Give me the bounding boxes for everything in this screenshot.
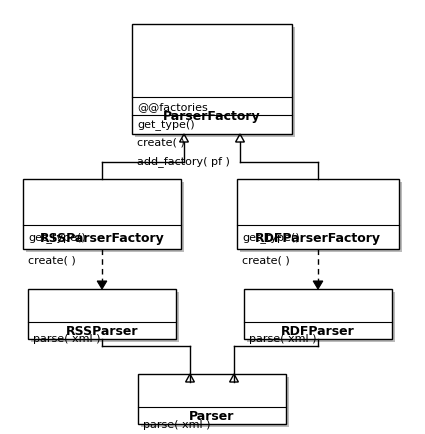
Bar (141, 377, 289, 427)
Text: parse( xml ): parse( xml ) (143, 418, 210, 428)
Bar (138, 374, 286, 424)
Bar (28, 289, 176, 339)
Text: create( ): create( ) (137, 138, 185, 148)
Text: create( ): create( ) (242, 255, 290, 265)
Text: ParserFactory: ParserFactory (163, 109, 261, 122)
Text: get_type(): get_type() (242, 232, 300, 243)
Text: get_type(): get_type() (28, 232, 85, 243)
Bar (23, 180, 181, 250)
Polygon shape (97, 281, 107, 289)
Text: RSSParserFactory: RSSParserFactory (40, 231, 164, 244)
Bar (247, 293, 395, 342)
Text: Parser: Parser (189, 409, 235, 422)
Bar (240, 183, 402, 253)
Bar (31, 293, 179, 342)
Text: @@factories: @@factories (137, 102, 208, 112)
Text: add_factory( pf ): add_factory( pf ) (137, 155, 230, 166)
Bar (244, 289, 392, 339)
Text: RDFParser: RDFParser (281, 324, 355, 337)
Text: create( ): create( ) (28, 255, 76, 265)
Text: get_type(): get_type() (137, 119, 195, 130)
Text: parse( xml ): parse( xml ) (33, 334, 100, 344)
Polygon shape (313, 281, 323, 289)
Text: parse( xml ): parse( xml ) (249, 334, 317, 344)
Text: RSSParser: RSSParser (66, 324, 138, 337)
Text: RDFParserFactory: RDFParserFactory (255, 231, 381, 244)
Bar (135, 28, 295, 138)
Bar (237, 180, 399, 250)
Bar (26, 183, 184, 253)
Bar (132, 25, 292, 135)
